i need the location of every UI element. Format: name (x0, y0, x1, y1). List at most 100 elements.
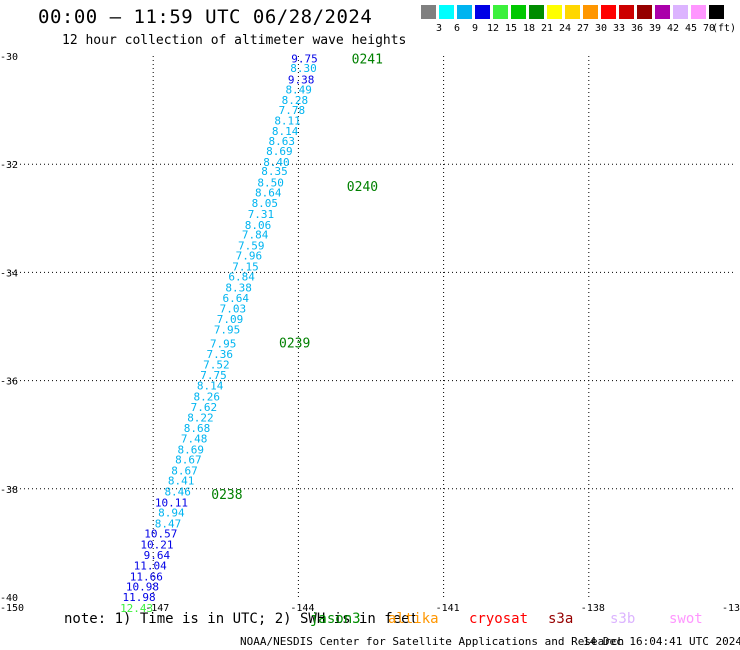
wave-height-observation: 8.50 (257, 177, 284, 190)
wave-height-observation: 8.69 (266, 145, 293, 158)
latitude-tick-label: -30 (0, 52, 18, 63)
latitude-tick-label: -38 (0, 485, 18, 496)
legend-swatch (691, 5, 706, 19)
wave-height-observation: 8.64 (255, 186, 282, 199)
legend-swatch (619, 5, 634, 19)
longitude-tick-label: -144 (290, 603, 314, 614)
legend-swatch (439, 5, 454, 19)
wave-height-observation: 6.84 (228, 271, 255, 284)
wave-height-observation: 7.48 (181, 432, 208, 445)
legend-swatch (421, 5, 436, 19)
wave-height-observation: 7.59 (238, 239, 265, 252)
wave-height-observation: 7.31 (248, 208, 275, 221)
latitude-tick-label: -32 (0, 160, 18, 171)
legend-label: 3 (435, 23, 443, 34)
latitude-tick-label: -36 (0, 377, 18, 388)
credit-text: NOAA/NESDIS Center for Satellite Applica… (240, 635, 625, 648)
legend-swatch (709, 5, 724, 19)
wave-height-observation: 7.15 (232, 260, 259, 273)
legend-label: 39 (648, 23, 662, 34)
longitude-tick-label: -147 (145, 603, 169, 614)
wave-height-observation: 7.62 (191, 401, 218, 414)
legend-label: 9 (471, 23, 479, 34)
wave-height-observation: 8.22 (187, 411, 214, 424)
wave-height-observation: 7.84 (242, 229, 269, 242)
wave-height-observation: 10.21 (140, 539, 173, 552)
wave-height-observation: 8.46 (164, 486, 191, 499)
legend-label: 42 (666, 23, 680, 34)
wave-height-observation: 8.49 (285, 84, 312, 97)
generated-timestamp: 14 Dec 16:04:41 UTC 2024 (583, 635, 740, 648)
wave-height-observation: 8.35 (261, 165, 288, 178)
legend-label: 24 (558, 23, 572, 34)
legend-swatch (655, 5, 670, 19)
footer-note: note: 1) Time is in UTC; 2) SWH is in fe… (64, 611, 419, 627)
satellite-label-s3b: s3b (610, 611, 636, 627)
wave-height-observation: 6.64 (223, 292, 250, 305)
pass-number-label: 0239 (279, 337, 310, 352)
wave-height-observation: 8.28 (282, 94, 309, 107)
wave-height-observation: 8.69 (178, 443, 205, 456)
wave-height-observation: 8.30 (290, 62, 317, 75)
wave-height-observation: 8.38 (225, 282, 252, 295)
wave-height-observation: 7.75 (200, 369, 227, 382)
map-title: 00:00 – 11:59 UTC 06/28/2024 (38, 6, 373, 28)
wave-height-observation: 8.47 (155, 517, 182, 530)
satellite-label-altika: altika (388, 611, 439, 627)
legend-label: 15 (504, 23, 518, 34)
wave-height-observation: 10.57 (144, 528, 177, 541)
legend-label: 33 (612, 23, 626, 34)
wave-height-observation: 7.52 (203, 358, 230, 371)
wave-height-observation: 8.05 (252, 197, 279, 210)
wave-height-observation: 10.11 (155, 496, 188, 509)
legend-swatch (673, 5, 688, 19)
wave-height-observation: 8.68 (184, 422, 211, 435)
map-subtitle: 12 hour collection of altimeter wave hei… (62, 33, 407, 48)
longitude-tick-label: -13 (722, 603, 740, 614)
legend-swatch (529, 5, 544, 19)
wave-height-observation: 7.36 (207, 348, 234, 361)
satellite-label-jason3: jason3 (310, 611, 361, 627)
satellite-label-swot: swot (669, 611, 703, 627)
wave-height-observation: 8.26 (193, 390, 220, 403)
wave-height-observation: 11.04 (134, 560, 167, 573)
legend-swatch (493, 5, 508, 19)
wave-height-observation: 7.78 (279, 104, 306, 117)
legend-swatch (475, 5, 490, 19)
wave-height-observation: 11.66 (130, 570, 163, 583)
wave-height-observation: 7.09 (217, 313, 244, 326)
satellite-label-s3a: s3a (548, 611, 574, 627)
legend-swatch (547, 5, 562, 19)
longitude-tick-label: -150 (0, 603, 24, 614)
legend-swatch (565, 5, 580, 19)
wave-height-observation: 12.43 (120, 602, 153, 615)
wave-height-observation: 8.06 (245, 219, 272, 232)
legend-label: 18 (522, 23, 536, 34)
legend-label: 45 (684, 23, 698, 34)
pass-number-label: 0240 (347, 180, 378, 195)
wave-height-observation: 11.98 (122, 591, 155, 604)
wave-height-observation: 7.95 (214, 324, 241, 337)
legend-swatch (511, 5, 526, 19)
wave-height-observation: 8.67 (175, 454, 202, 467)
wave-height-observation: 7.95 (210, 337, 237, 350)
wave-height-observation: 8.14 (272, 125, 299, 138)
legend-swatch (457, 5, 472, 19)
pass-number-label: 0238 (211, 488, 242, 503)
wave-height-observation: 8.94 (158, 507, 185, 520)
wave-height-observation: 8.67 (171, 464, 198, 477)
legend-label: 36 (630, 23, 644, 34)
legend-label: 21 (540, 23, 554, 34)
longitude-tick-label: -141 (436, 603, 460, 614)
wave-height-observation: 7.03 (220, 303, 247, 316)
longitude-tick-label: -138 (581, 603, 605, 614)
wave-height-observation: 10.98 (126, 581, 159, 594)
latitude-tick-label: -34 (0, 268, 18, 279)
legend-label: 70 (702, 23, 716, 34)
legend-swatch (637, 5, 652, 19)
satellite-label-cryosat: cryosat (469, 611, 529, 627)
wave-height-observation: 8.14 (197, 379, 224, 392)
wave-height-observation: 8.11 (274, 114, 301, 127)
wave-height-observation: 8.40 (263, 156, 290, 169)
